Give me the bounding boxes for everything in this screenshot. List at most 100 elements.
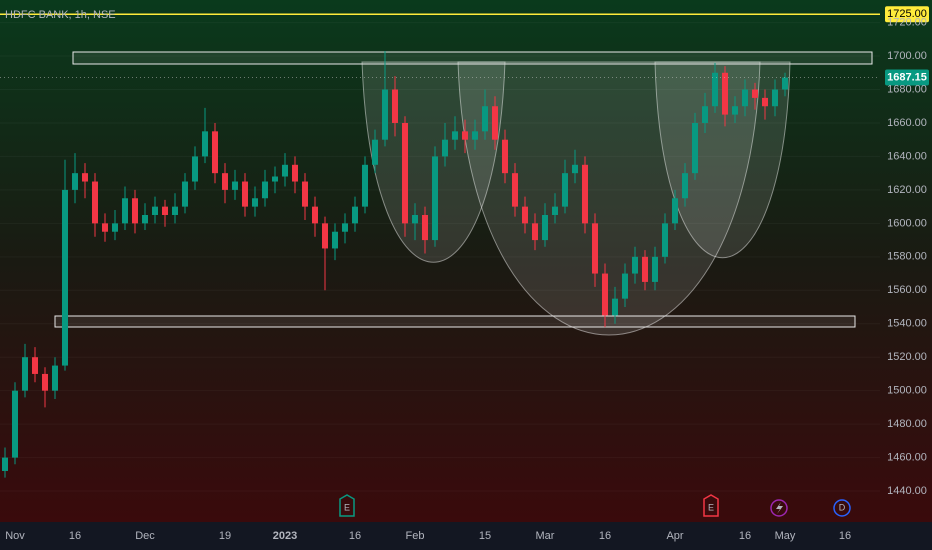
- candle-body: [672, 198, 678, 224]
- y-tick-label: 1540.00: [887, 318, 927, 330]
- x-tick-label: Feb: [406, 530, 425, 542]
- candle-body: [482, 106, 488, 132]
- y-tick-label: 1440.00: [887, 485, 927, 497]
- candle-body: [432, 156, 438, 241]
- y-tick-label: 1500.00: [887, 385, 927, 397]
- candle-body: [662, 223, 668, 257]
- x-tick-label: 16: [69, 530, 81, 542]
- lightning-glyph: [776, 502, 783, 514]
- y-tick-label: 1720.00: [887, 16, 927, 28]
- candle-body: [722, 72, 728, 115]
- candle-body: [162, 206, 168, 215]
- candle-body: [202, 131, 208, 157]
- candle-body: [122, 198, 128, 224]
- candle-body: [112, 223, 118, 232]
- candle-body: [222, 173, 228, 190]
- candle-body: [402, 122, 408, 224]
- candle-body: [562, 173, 568, 207]
- candle-body: [682, 173, 688, 199]
- candle-body: [142, 214, 148, 224]
- x-tick-label: 16: [599, 530, 611, 542]
- resistance-zone: [72, 51, 873, 65]
- candle-body: [102, 223, 108, 232]
- candle-body: [382, 89, 388, 140]
- alert-label-bg: [885, 6, 929, 23]
- candle-body: [572, 164, 578, 174]
- candle-body: [512, 173, 518, 207]
- cup-arc: [457, 61, 761, 336]
- candle-body: [522, 206, 528, 224]
- candle-body: [292, 164, 298, 182]
- candle-body: [312, 206, 318, 224]
- alert-label: 1725.00: [887, 8, 927, 20]
- candle-body: [232, 181, 238, 190]
- candle-body: [32, 357, 38, 374]
- candle-body: [442, 139, 448, 157]
- candle-body: [52, 365, 58, 391]
- candle-body: [322, 223, 328, 249]
- candle-body: [622, 273, 628, 299]
- dividend-icon[interactable]: [833, 499, 851, 517]
- y-tick-label: 1620.00: [887, 184, 927, 196]
- candle-body: [2, 457, 8, 471]
- x-tick-label: 19: [219, 530, 231, 542]
- candle-body: [712, 72, 718, 107]
- y-tick-label: 1600.00: [887, 217, 927, 229]
- candle-body: [412, 214, 418, 224]
- candle-body: [372, 139, 378, 165]
- candle-body: [752, 89, 758, 98]
- cup-arc: [654, 61, 791, 259]
- candle-body: [772, 89, 778, 107]
- last-price-bg: [885, 69, 929, 86]
- candle-body: [702, 106, 708, 123]
- grid-layer: [0, 22, 880, 492]
- candle-body: [282, 164, 288, 177]
- x-tick-label: May: [775, 530, 796, 542]
- y-tick-label: 1480.00: [887, 418, 927, 430]
- candle-body: [182, 181, 188, 207]
- y-tick-label: 1640.00: [887, 150, 927, 162]
- earnings-icon[interactable]: [703, 494, 719, 517]
- candle-body: [212, 131, 218, 174]
- event-label: E: [344, 502, 350, 512]
- x-tick-label: Apr: [666, 530, 683, 542]
- candle-body: [12, 390, 18, 458]
- event-icons: E E D: [339, 494, 851, 517]
- candle-body: [362, 164, 368, 207]
- candle-body: [452, 131, 458, 140]
- x-tick-label: 15: [479, 530, 491, 542]
- y-tick-label: 1520.00: [887, 351, 927, 363]
- x-tick-label: 16: [349, 530, 361, 542]
- candle-body: [252, 198, 258, 207]
- x-tick-label: 16: [739, 530, 751, 542]
- candle-body: [132, 198, 138, 224]
- split-icon[interactable]: [770, 499, 788, 517]
- candle-body: [152, 206, 158, 215]
- candle-body: [332, 231, 338, 249]
- candle-body: [62, 189, 68, 366]
- candle-body: [552, 206, 558, 215]
- candle-body: [782, 77, 788, 90]
- candle-body: [172, 206, 178, 215]
- candle-body: [392, 89, 398, 123]
- event-label: D: [839, 502, 846, 512]
- candle-body: [422, 214, 428, 241]
- overlay: 1725.00 1687.15: [0, 6, 929, 86]
- y-tick-label: 1660.00: [887, 117, 927, 129]
- candle-body: [72, 173, 78, 190]
- earnings-icon[interactable]: [339, 494, 355, 517]
- x-tick-label: 16: [839, 530, 851, 542]
- candle-body: [652, 256, 658, 282]
- candle-body: [742, 89, 748, 107]
- y-tick-label: 1460.00: [887, 451, 927, 463]
- candle-body: [192, 156, 198, 182]
- candle-body: [582, 164, 588, 224]
- candle-body: [492, 106, 498, 140]
- candle-body: [692, 122, 698, 174]
- y-tick-label: 1580.00: [887, 251, 927, 263]
- candle-body: [532, 223, 538, 241]
- candle-body: [82, 173, 88, 182]
- plot-background: [0, 0, 932, 522]
- support-zone: [54, 315, 856, 328]
